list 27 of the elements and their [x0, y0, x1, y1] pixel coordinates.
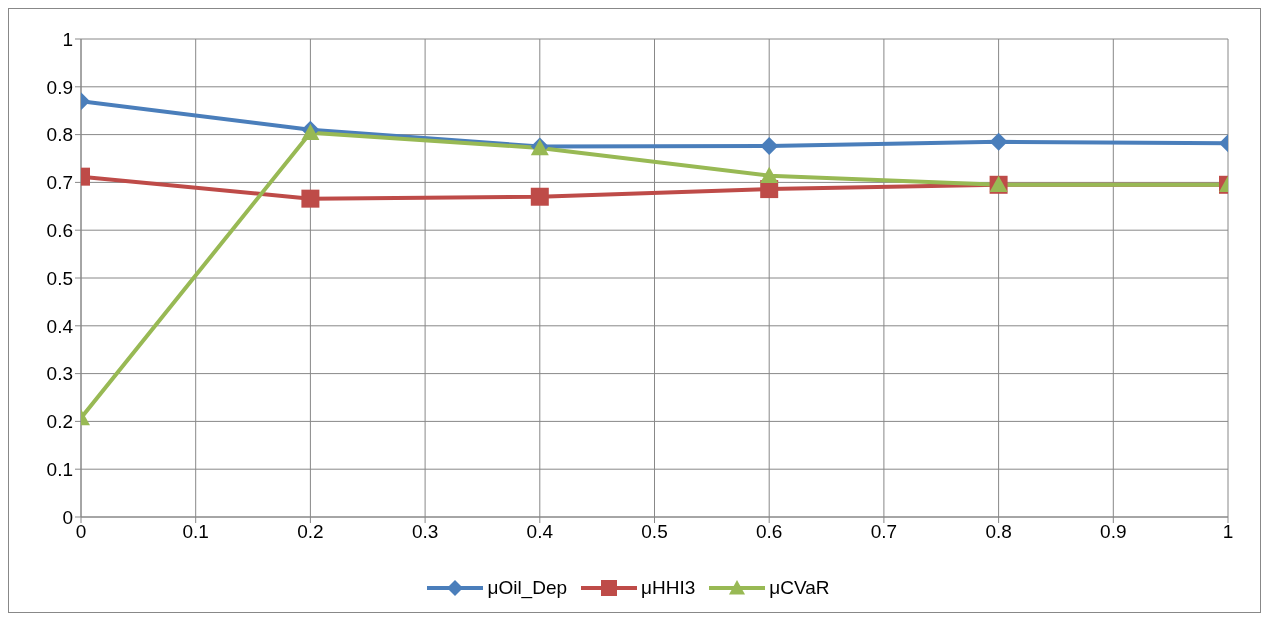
x-tick-label: 0.3	[411, 521, 439, 543]
point	[760, 166, 779, 183]
x-tick-label: 0.9	[1100, 521, 1127, 543]
point	[530, 187, 549, 206]
legend-label: μCVaR	[769, 577, 830, 599]
y-tick-label: 0.4	[46, 315, 74, 337]
y-tick-label: 0.9	[46, 76, 73, 98]
x-tick-label: 0.1	[182, 521, 209, 543]
y-tick-label: 0.3	[46, 363, 73, 385]
x-tick-label: 0.6	[755, 521, 783, 543]
x-tick-label: 1	[1222, 521, 1234, 543]
y-tick-label: 0.8	[46, 124, 73, 146]
y-tick-label: 0	[62, 506, 73, 528]
y-tick-label: 0.1	[46, 458, 73, 480]
x-tick-label: 0.8	[985, 521, 1012, 543]
y-tick-label: 1	[62, 28, 73, 50]
y-tick-label: 0.7	[46, 172, 73, 194]
y-tick-label: 0.6	[46, 219, 73, 241]
x-tick-label: 0.5	[641, 521, 668, 543]
legend-label: μHHI3	[641, 577, 696, 599]
point	[760, 137, 779, 156]
y-tick-label: 0.2	[46, 411, 73, 433]
x-tick-label: 0.4	[526, 521, 554, 543]
x-tick-label: 0.7	[870, 521, 898, 543]
x-tick-label: 0.2	[297, 521, 324, 543]
legend-label: μOil_Dep	[487, 577, 568, 599]
y-tick-label: 0.5	[46, 267, 73, 289]
